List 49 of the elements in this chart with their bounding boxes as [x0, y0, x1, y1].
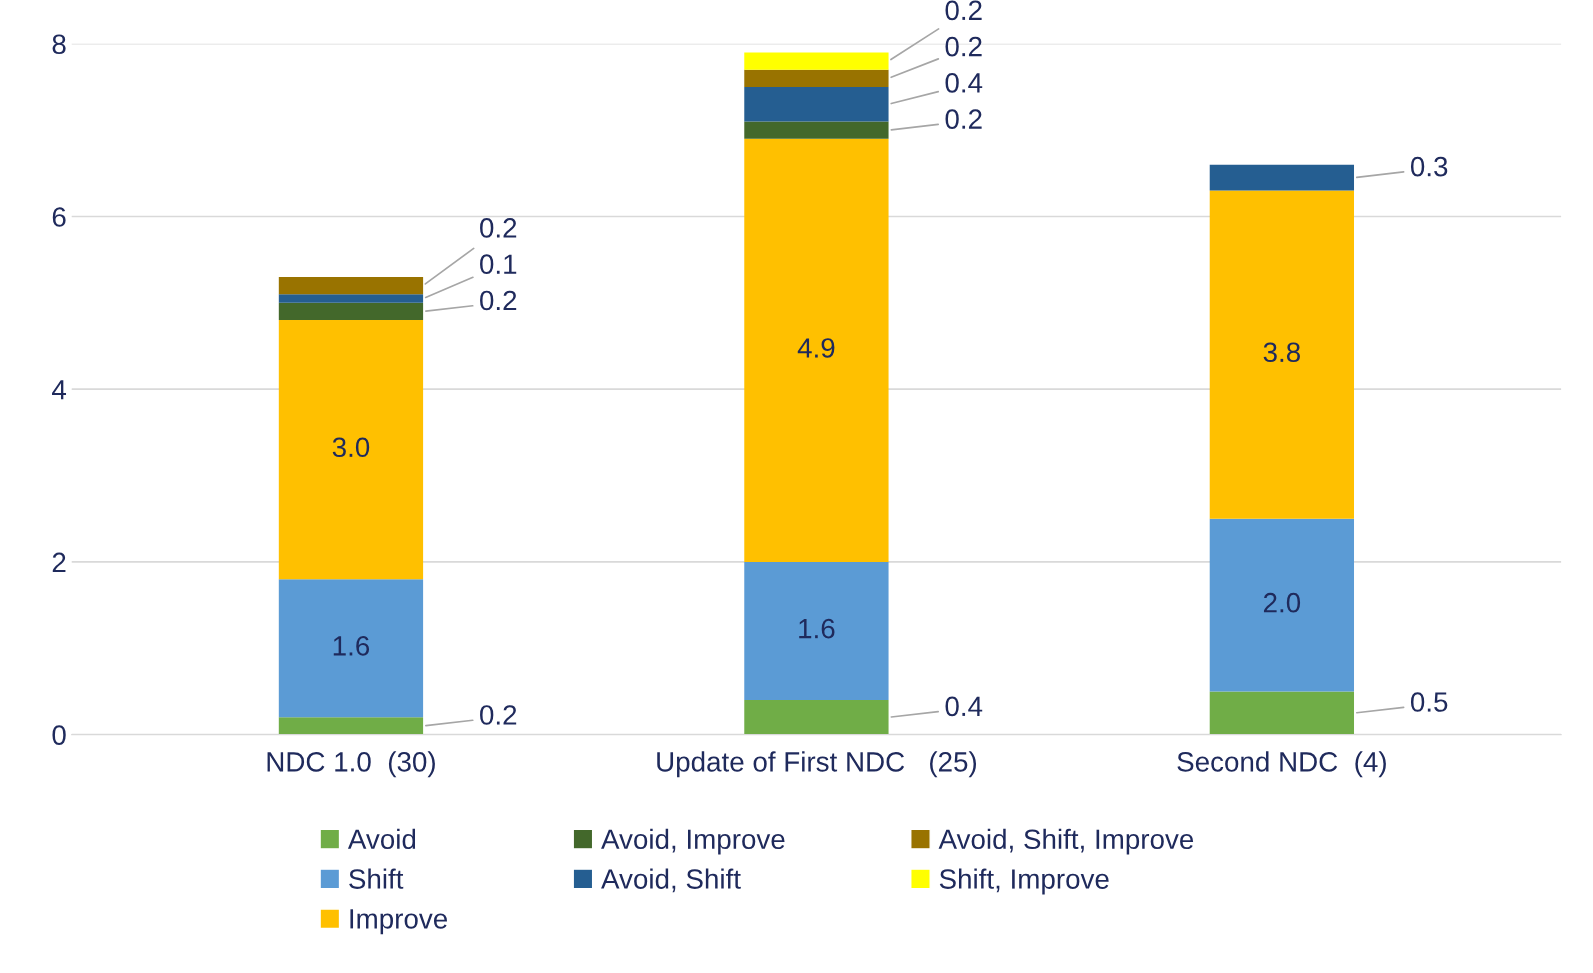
legend-label: Shift	[349, 868, 404, 889]
data-label: 0.3	[1410, 156, 1448, 177]
data-label: 3.0	[332, 437, 370, 458]
legend-label: Avoid, Shift, Improve	[938, 828, 1194, 855]
legend-label: Avoid	[347, 828, 416, 850]
legend-label: Avoid, Shift	[601, 868, 741, 893]
bar	[1209, 691, 1355, 735]
data-label: 0.2	[945, 36, 982, 57]
legend-label: Improve	[350, 909, 447, 935]
x-tick-label: NDC 1.0 (30)	[267, 751, 435, 778]
bar	[744, 561, 889, 701]
bar	[278, 276, 424, 295]
bar	[1209, 518, 1355, 692]
bar	[744, 86, 889, 122]
data-label: 0.2	[480, 705, 517, 725]
bar	[744, 69, 889, 87]
y-tick-label: 8	[52, 34, 66, 55]
data-label: 0.2	[945, 0, 982, 21]
bar	[744, 700, 889, 735]
legend-label: Shift, Improve	[939, 868, 1109, 895]
bar	[744, 138, 889, 562]
data-label: 0.2	[480, 290, 517, 311]
data-label: 0.2	[480, 218, 517, 238]
data-label: 0.4	[945, 73, 983, 93]
y-tick-label: 0	[52, 725, 66, 745]
y-tick-label: 6	[52, 207, 66, 227]
bar	[278, 717, 424, 735]
bar	[278, 302, 424, 321]
data-label: 0.5	[1410, 692, 1448, 712]
bar	[1209, 190, 1355, 519]
bar	[1209, 164, 1355, 191]
data-label: 1.6	[799, 618, 835, 639]
legend-label: Avoid, Improve	[601, 828, 785, 855]
y-tick-label: 2	[52, 552, 66, 572]
bar	[278, 579, 424, 718]
x-tick-label: Update of First NDC (25)	[657, 751, 977, 778]
x-tick-label: Second NDC (4)	[1177, 751, 1386, 778]
data-label: 4.9	[797, 338, 835, 358]
data-label: 3.8	[1263, 342, 1300, 363]
data-label: 1.6	[333, 636, 370, 656]
data-label: 0.4	[945, 696, 983, 717]
bar	[278, 294, 424, 303]
data-label: 0.1	[480, 254, 517, 275]
bar	[744, 52, 889, 70]
data-label: 0.2	[945, 109, 982, 129]
data-label: 2.0	[1263, 592, 1301, 613]
bar	[278, 320, 424, 580]
y-tick-label: 4	[52, 380, 67, 400]
bar	[744, 121, 889, 139]
